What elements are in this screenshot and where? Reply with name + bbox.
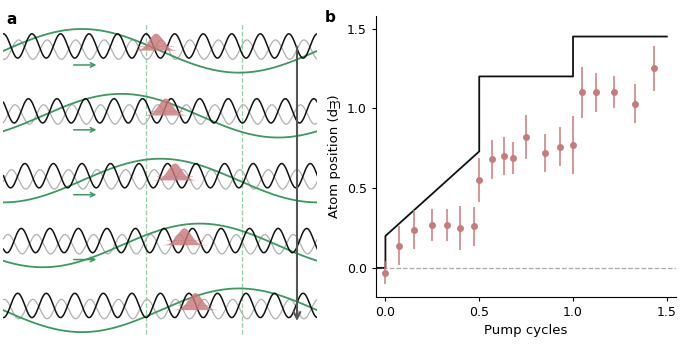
Y-axis label: Atom position (dᴟ): Atom position (dᴟ) bbox=[328, 94, 342, 218]
Text: a: a bbox=[7, 12, 17, 27]
X-axis label: Pump cycles: Pump cycles bbox=[484, 324, 568, 337]
Text: b: b bbox=[325, 10, 336, 25]
